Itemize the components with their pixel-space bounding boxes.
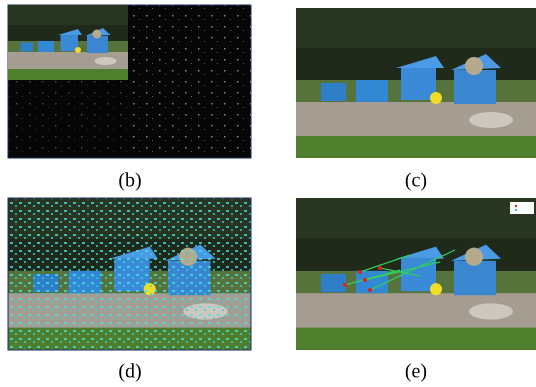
- image: [296, 198, 536, 350]
- match-line: [364, 261, 441, 281]
- feature-overlay: [8, 198, 251, 350]
- match-point: [363, 278, 367, 282]
- match-point: [358, 270, 362, 274]
- panel-e: [296, 198, 536, 350]
- match-line: [369, 249, 456, 291]
- panel-c: [296, 8, 536, 158]
- panel-d: [7, 197, 252, 351]
- caption: (c): [405, 170, 427, 192]
- legend-marker: [514, 208, 518, 212]
- detail-band: [128, 5, 251, 158]
- caption: (d): [118, 361, 141, 383]
- match-line: [379, 267, 421, 277]
- panel-frame: [7, 197, 252, 351]
- image: [296, 8, 536, 158]
- detail-band: [8, 80, 128, 158]
- match-point: [378, 266, 382, 270]
- match-lines: [344, 249, 456, 291]
- match-points: [343, 266, 382, 292]
- match-line: [344, 269, 401, 286]
- legend-marker: [514, 204, 518, 208]
- legend-box: [510, 202, 534, 214]
- approx-band: [8, 5, 128, 80]
- panel-b: [7, 4, 252, 159]
- match-point: [368, 288, 372, 292]
- caption: (b): [118, 170, 141, 192]
- match-line: [359, 254, 411, 273]
- match-point: [343, 283, 347, 287]
- caption: (e): [405, 361, 427, 383]
